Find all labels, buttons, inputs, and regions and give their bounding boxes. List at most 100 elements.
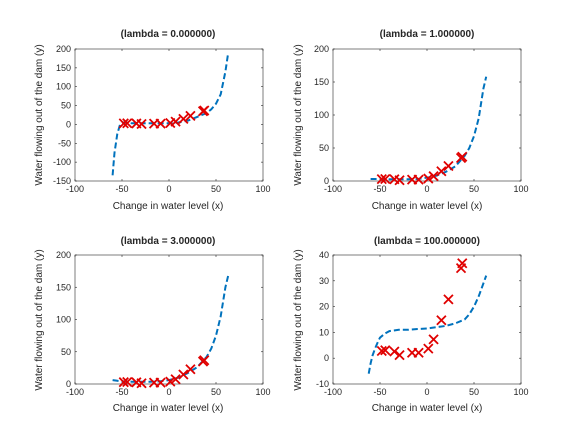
data-point-marker <box>165 376 176 387</box>
y-tick-label: -150 <box>53 176 71 186</box>
data-point-marker <box>423 343 434 354</box>
data-point-marker <box>428 171 439 182</box>
x-tick-label: 50 <box>469 184 479 194</box>
y-tick-label: 0 <box>66 119 71 129</box>
subplot-title: (lambda = 0.000000) <box>121 29 216 40</box>
x-axis-label: Change in water level (x) <box>372 403 483 414</box>
x-tick-label: 50 <box>469 387 479 397</box>
data-points <box>376 151 468 186</box>
x-axis-label: Change in water level (x) <box>113 403 224 414</box>
x-tick-label: 0 <box>424 184 429 194</box>
y-tick-label: -10 <box>316 379 329 389</box>
x-tick-label: -100 <box>324 184 342 194</box>
data-point-marker <box>457 258 468 269</box>
y-tick-label: -50 <box>58 138 71 148</box>
data-point-marker <box>413 174 424 185</box>
x-tick-label: 0 <box>166 184 171 194</box>
data-point-marker <box>122 118 133 129</box>
plot-area <box>74 254 264 385</box>
data-point-marker <box>389 346 400 357</box>
data-point-marker <box>413 347 424 358</box>
data-point-marker <box>131 377 142 388</box>
y-tick-label: 50 <box>61 101 71 111</box>
data-point-marker <box>443 160 454 172</box>
data-point-marker <box>376 174 387 185</box>
data-points <box>118 105 210 130</box>
x-tick-label: 50 <box>211 184 221 194</box>
data-point-marker <box>428 334 439 345</box>
data-point-marker <box>118 377 129 388</box>
ticks: -100 -50 0 50 100 0 50 100 150 200 <box>56 250 271 397</box>
data-point-marker <box>443 294 454 305</box>
data-point-marker <box>170 116 181 127</box>
x-tick-label: 100 <box>513 387 528 397</box>
x-tick-label: 0 <box>424 387 429 397</box>
data-point-marker <box>155 377 166 388</box>
data-point-marker <box>122 376 133 388</box>
fit-line <box>112 275 230 383</box>
x-tick-label: -100 <box>66 387 84 397</box>
data-point-marker <box>436 166 447 177</box>
x-tick-label: -50 <box>373 184 386 194</box>
y-axis-label: Water flowing out of the dam (y) <box>293 44 304 185</box>
subplot-title: (lambda = 3.000000) <box>121 236 216 247</box>
x-tick-label: 100 <box>255 387 270 397</box>
data-points <box>376 258 468 361</box>
data-point-marker <box>118 118 129 129</box>
data-point-marker <box>155 118 166 129</box>
y-tick-label: 200 <box>314 44 329 54</box>
data-point-marker <box>170 374 181 385</box>
subplot-lambda-1: (lambda = 1.000000) Change in water leve… <box>293 29 529 212</box>
data-point-marker <box>423 173 434 184</box>
y-tick-label: -100 <box>53 157 71 167</box>
y-axis-label: Water flowing out of the dam (y) <box>34 44 45 185</box>
subplot-lambda-100: (lambda = 100.000000) Change in water le… <box>293 236 529 414</box>
y-tick-label: 100 <box>314 110 329 120</box>
x-tick-label: -50 <box>115 184 128 194</box>
x-tick-label: -50 <box>373 387 386 397</box>
y-tick-label: 10 <box>319 327 329 337</box>
subplot-title: (lambda = 1.000000) <box>380 29 475 40</box>
y-axis-label: Water flowing out of the dam (y) <box>293 249 304 390</box>
x-axis-label: Change in water level (x) <box>372 201 483 212</box>
data-point-marker <box>380 173 391 185</box>
fit-line <box>367 275 488 374</box>
data-point-marker <box>199 355 210 366</box>
data-points <box>118 355 210 389</box>
x-tick-label: 100 <box>255 184 270 194</box>
ticks: -100 -50 0 50 100 0 50 100 150 200 <box>314 44 529 194</box>
data-point-marker <box>178 369 189 380</box>
x-axis-label: Change in water level (x) <box>113 201 224 212</box>
plot-area <box>332 254 522 385</box>
data-point-marker <box>185 364 196 375</box>
y-axis-label: Water flowing out of the dam (y) <box>34 249 45 390</box>
subplot-lambda-3: (lambda = 3.000000) Change in water leve… <box>34 236 271 414</box>
y-tick-label: 50 <box>61 347 71 357</box>
subplot-title: (lambda = 100.000000) <box>374 236 480 247</box>
y-tick-label: 50 <box>319 143 329 153</box>
fit-line <box>370 76 488 181</box>
y-tick-label: 40 <box>319 250 329 260</box>
y-tick-label: 0 <box>324 176 329 186</box>
data-point-marker <box>389 174 400 185</box>
y-tick-label: 200 <box>56 44 71 54</box>
x-tick-label: 0 <box>166 387 171 397</box>
plot-area <box>332 48 522 182</box>
x-tick-label: -100 <box>324 387 342 397</box>
fit-line <box>111 52 230 176</box>
data-point-marker <box>380 345 391 356</box>
y-tick-label: 20 <box>319 302 329 312</box>
y-tick-label: 200 <box>56 250 71 260</box>
x-tick-label: -50 <box>115 387 128 397</box>
subplot-lambda-0: (lambda = 0.000000) Change in water leve… <box>34 29 271 212</box>
y-tick-label: 0 <box>324 353 329 363</box>
data-point-marker <box>199 105 210 116</box>
y-tick-label: 100 <box>56 315 71 325</box>
y-tick-label: 150 <box>314 77 329 87</box>
x-tick-label: -100 <box>66 184 84 194</box>
x-tick-label: 50 <box>211 387 221 397</box>
data-point-marker <box>376 345 387 357</box>
